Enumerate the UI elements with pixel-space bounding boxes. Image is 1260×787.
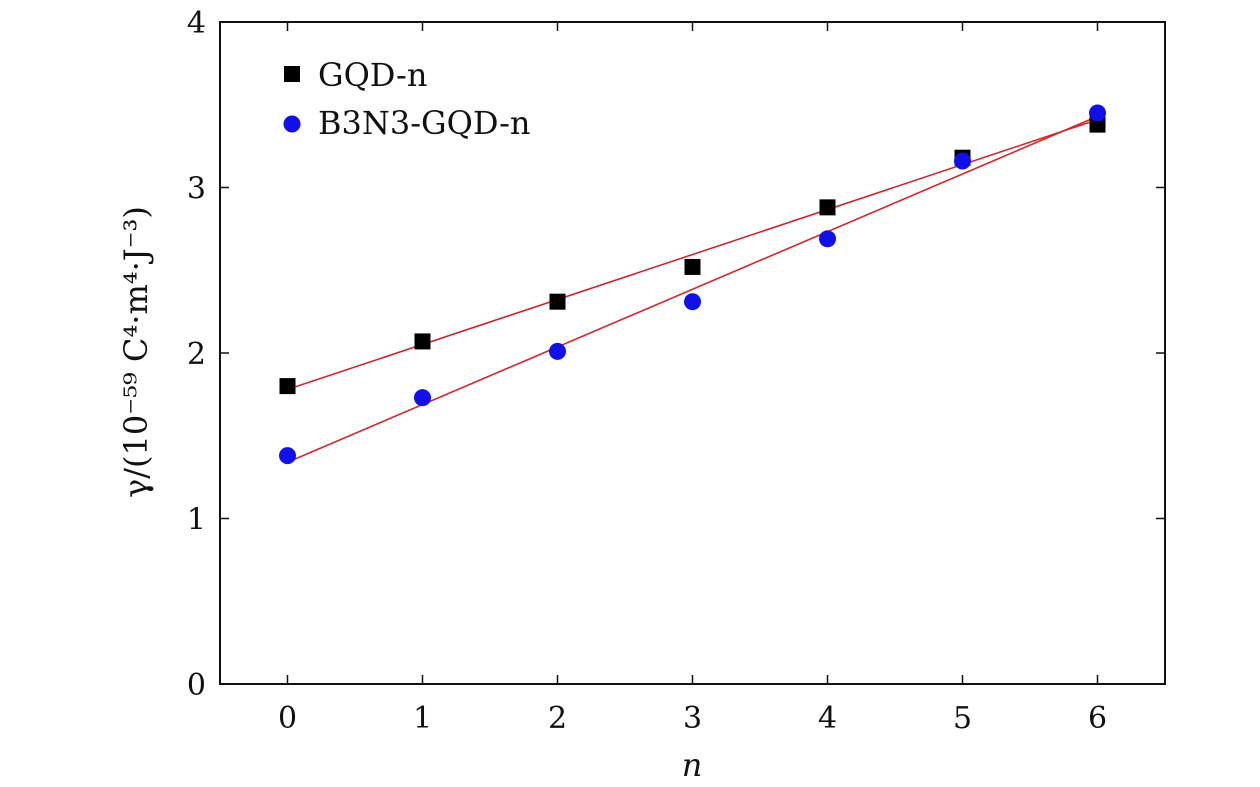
y-tick-label: 2 (187, 337, 206, 372)
point-gqd (414, 333, 431, 350)
point-b3n3-gqd (279, 447, 296, 465)
fit-line-2 (287, 115, 1098, 463)
point-gqd (549, 293, 566, 310)
x-axis-ticks: 0 1 2 3 4 5 6 (278, 22, 1107, 736)
legend-label-b3n3-gqd: B3N3-GQD-n (318, 104, 531, 142)
point-gqd (279, 378, 296, 395)
point-b3n3-gqd (819, 230, 836, 248)
point-gqd (819, 199, 836, 216)
fit-line-1 (287, 118, 1098, 391)
x-tick-label: 1 (413, 701, 432, 736)
legend-marker-b3n3-gqd (283, 115, 301, 133)
point-gqd (1089, 116, 1106, 133)
y-tick-label: 3 (187, 172, 206, 207)
y-axis-ticks: 0 1 2 3 4 (187, 6, 1165, 703)
y-tick-label: 4 (187, 6, 206, 41)
legend-marker-gqd (284, 66, 300, 82)
legend-label-gqd: GQD-n (318, 56, 427, 94)
x-tick-label: 2 (548, 701, 567, 736)
y-tick-label: 1 (187, 503, 206, 538)
point-b3n3-gqd (954, 152, 971, 170)
x-tick-label: 6 (1088, 701, 1107, 736)
point-b3n3-gqd (549, 342, 566, 360)
point-gqd (684, 258, 701, 275)
x-tick-label: 0 (278, 701, 297, 736)
x-tick-label: 4 (818, 701, 837, 736)
x-tick-label: 5 (953, 701, 972, 736)
data-points (279, 104, 1106, 465)
point-b3n3-gqd (414, 389, 431, 407)
legend: GQD-n B3N3-GQD-n (283, 56, 531, 142)
y-tick-label: 0 (187, 668, 206, 703)
x-axis-label: n (682, 746, 703, 784)
point-b3n3-gqd (1089, 104, 1106, 122)
point-b3n3-gqd (684, 293, 701, 311)
x-tick-label: 3 (683, 701, 702, 736)
y-axis-label: γ/(10⁻⁵⁹ C⁴·m⁴·J⁻³) (117, 206, 155, 498)
fit-lines (287, 115, 1098, 463)
